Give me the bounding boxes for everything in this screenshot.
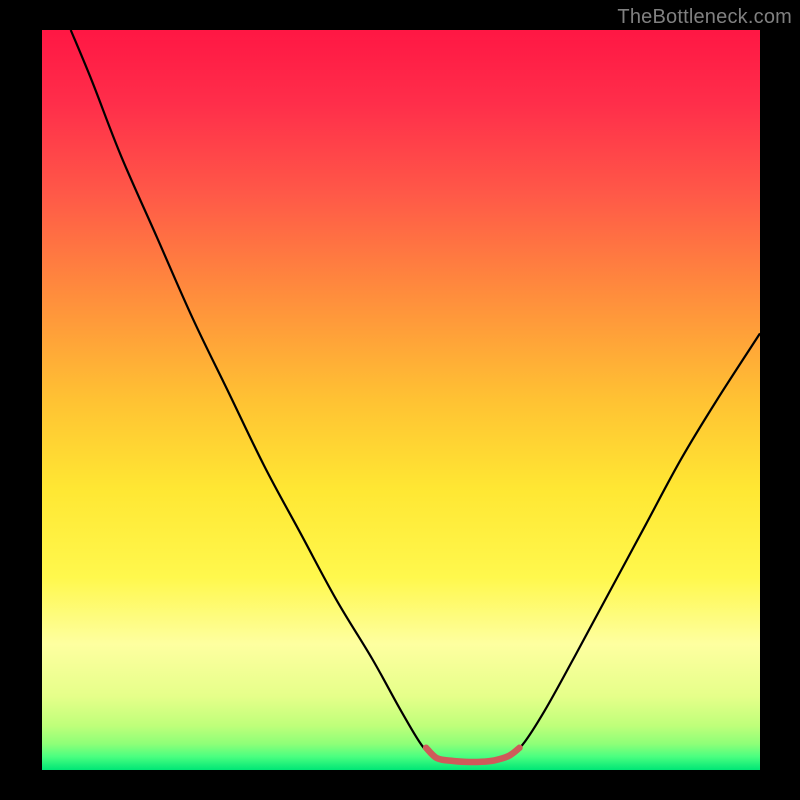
chart-stage: TheBottleneck.com (0, 0, 800, 800)
bottleneck-chart (0, 0, 800, 800)
plot-area (42, 30, 760, 770)
